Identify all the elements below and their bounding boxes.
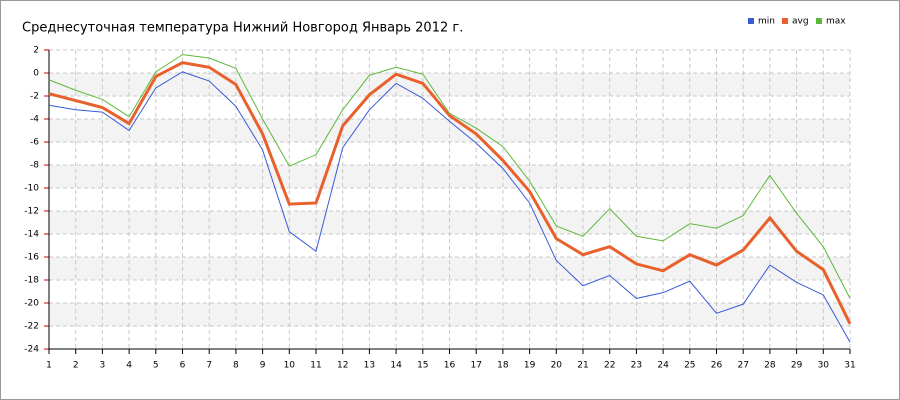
x-tick-label: 22 <box>604 361 615 371</box>
x-tick-label: 19 <box>524 361 536 371</box>
x-tick-label: 17 <box>470 361 481 371</box>
x-tick-label: 23 <box>631 361 642 371</box>
x-tick-label: 21 <box>577 361 588 371</box>
y-tick-label: -10 <box>24 184 39 194</box>
x-tick-label: 8 <box>233 361 239 371</box>
y-tick-label: -6 <box>30 138 39 148</box>
x-tick-label: 6 <box>180 361 186 371</box>
y-tick-label: -24 <box>24 345 39 355</box>
x-tick-label: 27 <box>737 361 748 371</box>
x-tick-label: 24 <box>657 361 669 371</box>
x-tick-label: 29 <box>791 361 803 371</box>
y-tick-label: -12 <box>24 207 39 217</box>
y-tick-label: -8 <box>30 161 39 171</box>
legend-label: avg <box>792 17 809 27</box>
x-tick-label: 1 <box>46 361 52 371</box>
x-tick-label: 10 <box>284 361 296 371</box>
x-tick-label: 15 <box>417 361 428 371</box>
chart-title: Среднесуточная температура Нижний Новгор… <box>22 21 463 36</box>
x-tick-label: 12 <box>337 361 348 371</box>
x-tick-label: 5 <box>153 361 159 371</box>
y-tick-label: 2 <box>33 46 39 56</box>
x-tick-label: 25 <box>684 361 695 371</box>
x-tick-label: 28 <box>764 361 776 371</box>
legend-swatch <box>816 18 822 24</box>
y-tick-label: 0 <box>33 69 39 79</box>
x-tick-label: 13 <box>364 361 375 371</box>
x-tick-label: 4 <box>126 361 132 371</box>
y-tick-label: -20 <box>24 299 39 309</box>
y-tick-label: -16 <box>24 253 39 263</box>
x-tick-label: 20 <box>551 361 563 371</box>
line-max <box>48 54 851 299</box>
x-tick-label: 3 <box>100 361 106 371</box>
x-tick-label: 16 <box>444 361 456 371</box>
legend-label: max <box>826 17 846 27</box>
x-tick-label: 7 <box>206 361 212 371</box>
x-tick-label: 2 <box>73 361 79 371</box>
legend-label: min <box>758 17 775 27</box>
legend-swatch <box>748 18 754 24</box>
x-tick-label: 14 <box>390 361 402 371</box>
x-tick-label: 30 <box>818 361 830 371</box>
line-avg <box>48 61 852 325</box>
band <box>49 303 850 326</box>
x-tick-label: 11 <box>310 361 321 371</box>
band <box>49 73 850 96</box>
x-tick-label: 18 <box>497 361 509 371</box>
x-tick-label: 26 <box>711 361 723 371</box>
y-tick-label: -4 <box>30 115 39 125</box>
legend-swatch <box>782 18 788 24</box>
y-tick-label: -14 <box>24 230 39 240</box>
y-tick-label: -22 <box>24 322 39 332</box>
line-min <box>48 71 851 343</box>
x-tick-label: 9 <box>260 361 266 371</box>
x-tick-label: 31 <box>844 361 855 371</box>
y-tick-label: -2 <box>30 92 39 102</box>
y-tick-label: -18 <box>24 276 39 286</box>
band <box>49 211 850 234</box>
